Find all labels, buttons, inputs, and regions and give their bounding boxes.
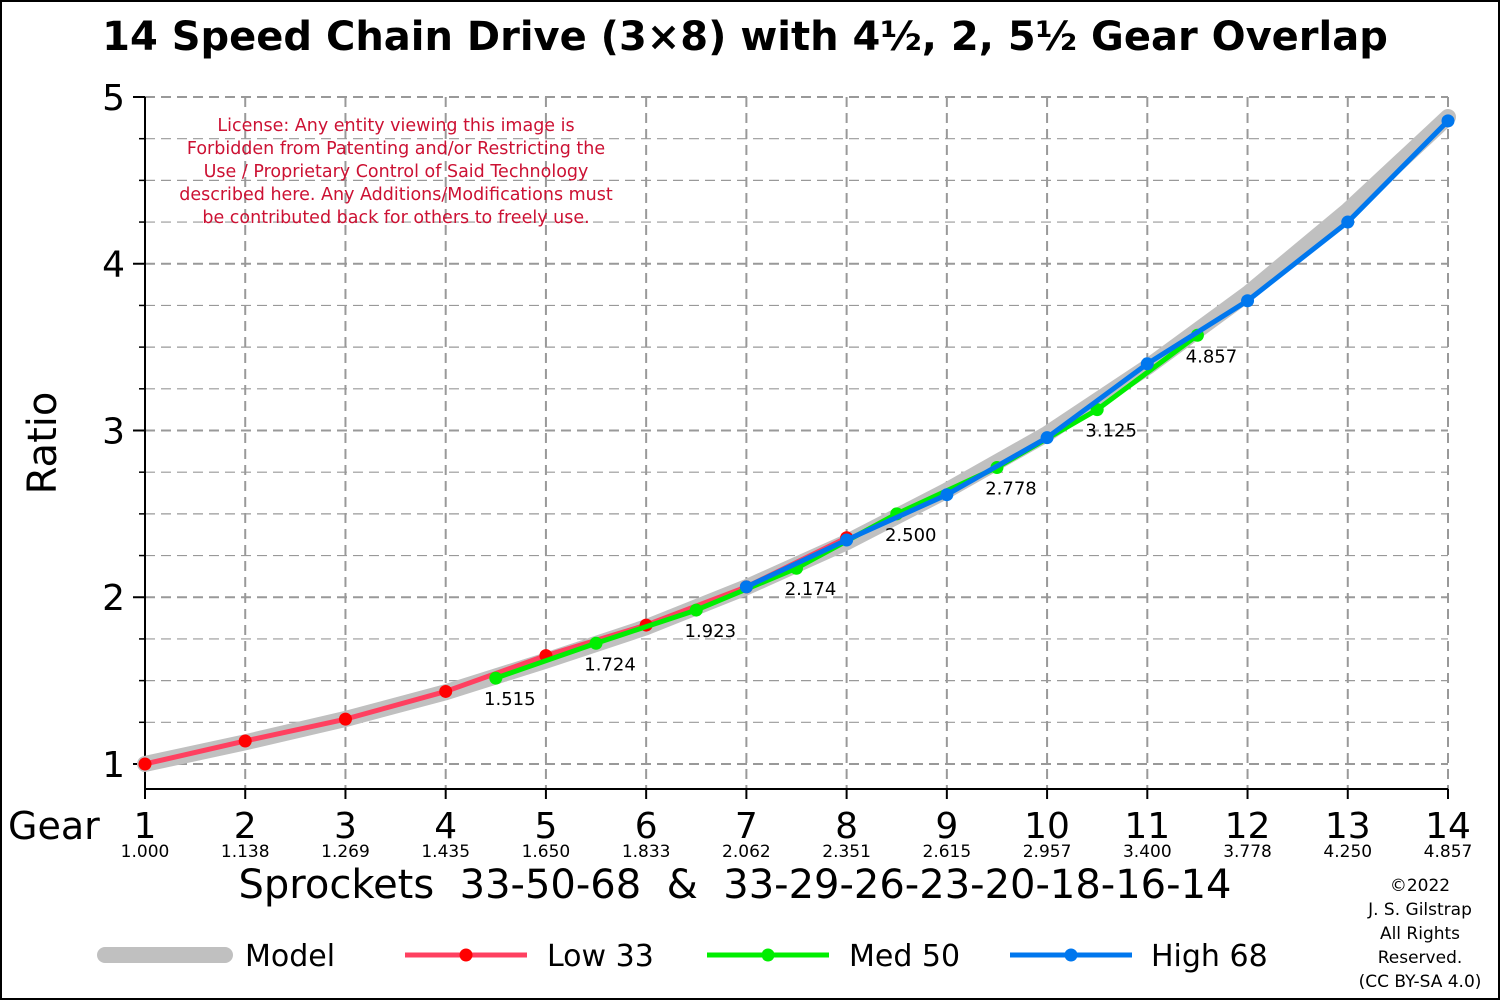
gear-tick-label: 8 [835, 806, 858, 847]
gear-ratio-label: 1.138 [221, 842, 270, 862]
license-notice: License: Any entity viewing this image i… [179, 116, 613, 228]
y-tick-label: 5 [102, 78, 125, 119]
x-axis-label: Sprockets 33-50-68 & 33-29-26-23-20-18-1… [239, 862, 1232, 908]
x-tick-labels: 11.000 21.138 31.269 41.435 51.650 61.833 72.0… [121, 789, 1473, 862]
data-point [1241, 294, 1255, 308]
axes: 1 2 3 4 5 [102, 78, 1448, 790]
gear-ratio-label: 1.000 [121, 842, 170, 862]
data-point [940, 488, 954, 502]
y-tick-label: 2 [102, 578, 125, 619]
point-annotations: 1.515 1.724 1.923 2.174 2.500 2.778 3.125 4.857 [484, 346, 1237, 710]
point-annotation: 2.778 [985, 479, 1037, 500]
gear-tick-label: 13 [1325, 806, 1371, 847]
data-point [1090, 403, 1104, 417]
gear-ratio-label: 4.250 [1323, 842, 1372, 862]
gear-ratio-label: 2.351 [822, 842, 871, 862]
gear-ratio-label: 3.778 [1223, 842, 1272, 862]
point-annotation: 3.125 [1085, 421, 1137, 442]
gear-ratio-label: 1.435 [421, 842, 470, 862]
gear-ratio-label: 1.650 [522, 842, 571, 862]
legend-marker [459, 948, 473, 962]
point-annotation: 2.174 [785, 579, 837, 600]
data-point [1341, 215, 1355, 229]
data-point [739, 580, 753, 594]
data-point [338, 712, 352, 726]
copyright-line: J. S. Gilstrap [1367, 900, 1472, 920]
license-line: described here. Any Additions/Modificati… [179, 185, 613, 205]
gear-label: Gear [8, 804, 100, 848]
copyright-line: ©2022 [1390, 876, 1450, 896]
copyright-notice: ©2022 J. S. Gilstrap All Rights Reserved. (C… [1359, 876, 1482, 992]
copyright-line: Reserved. [1378, 948, 1463, 968]
gear-tick-label: 11 [1124, 806, 1170, 847]
data-point [689, 603, 703, 617]
data-point [589, 636, 603, 650]
gear-tick-label: 7 [735, 806, 758, 847]
point-annotation: 4.857 [1186, 346, 1238, 367]
gear-ratio-label: 1.269 [321, 842, 370, 862]
gear-ratio-label: 2.615 [923, 842, 972, 862]
gear-tick-label: 9 [935, 806, 958, 847]
legend-marker [1064, 948, 1078, 962]
data-point [840, 533, 854, 547]
gear-ratio-label: 2.062 [722, 842, 771, 862]
gear-tick-label: 14 [1425, 806, 1471, 847]
series-line-low-33 [142, 535, 850, 767]
series-line-high-68 [743, 118, 1451, 590]
data-point [238, 734, 252, 748]
gear-ratio-label: 3.400 [1123, 842, 1172, 862]
point-annotation: 1.515 [484, 689, 536, 710]
point-annotation: 1.923 [685, 621, 737, 642]
legend: Model Low 33 Med 50 High 68 [97, 939, 1268, 974]
license-line: Forbidden from Patenting and/or Restrict… [187, 139, 605, 159]
gear-tick-label: 4 [434, 806, 457, 847]
y-tick-label: 4 [102, 245, 125, 286]
gear-ratio-label: 1.833 [622, 842, 671, 862]
gear-tick-label: 1 [134, 806, 157, 847]
legend-marker [761, 948, 775, 962]
copyright-line: All Rights [1380, 924, 1460, 944]
data-point [1140, 357, 1154, 371]
legend-label: Model [245, 939, 335, 974]
data-point [1040, 431, 1054, 445]
gear-ratio-label: 2.957 [1023, 842, 1072, 862]
y-tick-label: 3 [102, 411, 125, 452]
legend-label: High 68 [1151, 939, 1268, 974]
gear-ratio-label: 4.857 [1424, 842, 1473, 862]
data-point [489, 671, 503, 685]
copyright-line: (CC BY-SA 4.0) [1359, 972, 1482, 992]
data-point [138, 757, 152, 771]
point-annotation: 2.500 [885, 525, 937, 546]
gear-tick-label: 3 [334, 806, 357, 847]
y-tick-label: 1 [102, 745, 125, 786]
gear-tick-label: 2 [234, 806, 257, 847]
gear-tick-label: 5 [534, 806, 557, 847]
license-line: License: Any entity viewing this image i… [217, 116, 574, 136]
data-point [1441, 114, 1455, 128]
legend-label: Low 33 [547, 939, 654, 974]
gear-tick-label: 10 [1024, 806, 1070, 847]
gear-tick-label: 6 [635, 806, 658, 847]
chart-title: 14 Speed Chain Drive (3×8) with 4½, 2, 5… [102, 14, 1388, 60]
license-line: Use / Proprietary Control of Said Techno… [204, 162, 589, 182]
data-point [439, 684, 453, 698]
point-annotation: 1.724 [584, 654, 636, 675]
gear-tick-label: 12 [1225, 806, 1271, 847]
legend-label: Med 50 [849, 939, 960, 974]
license-line: be contributed back for others to freely… [202, 208, 589, 228]
series-lines [137, 109, 1456, 772]
y-axis-label: Ratio [20, 392, 66, 495]
